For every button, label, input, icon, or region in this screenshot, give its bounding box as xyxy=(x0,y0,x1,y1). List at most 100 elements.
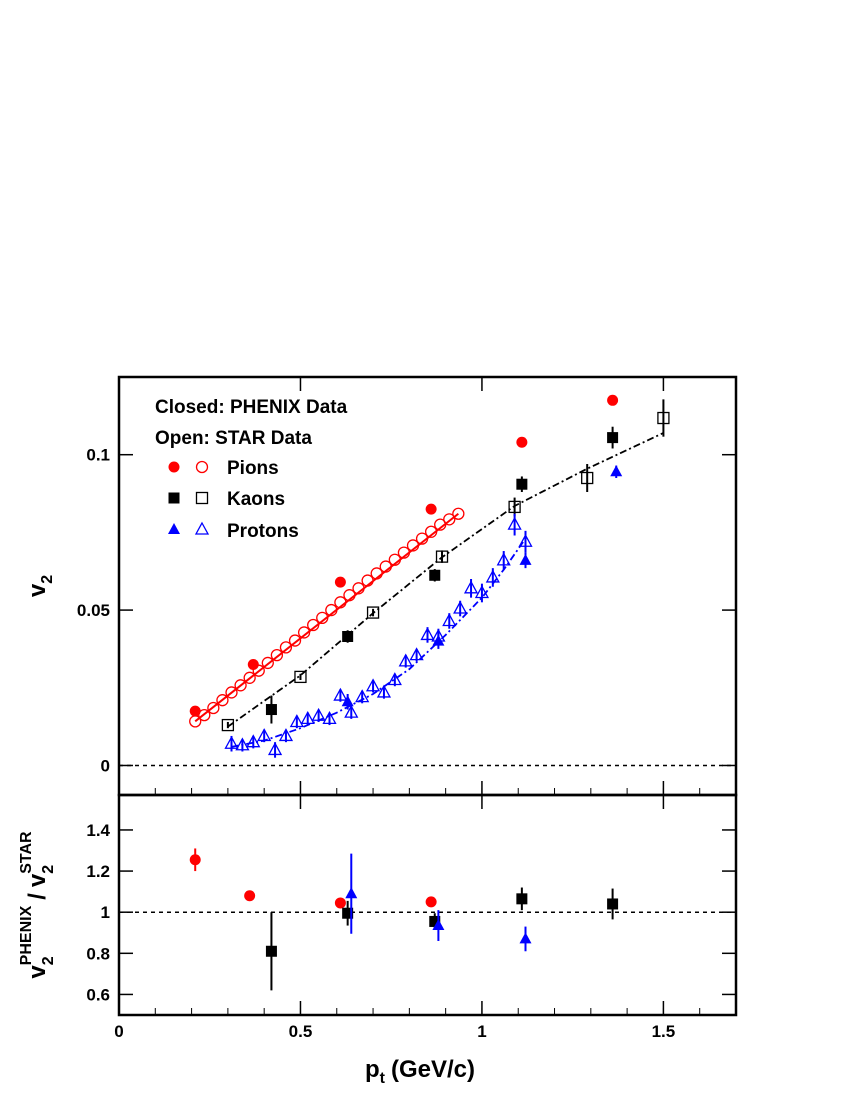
pions-star-point xyxy=(198,708,211,722)
kaons-star-point xyxy=(657,411,670,425)
protons-ratio-point xyxy=(519,932,532,944)
pions-phenix-point xyxy=(516,436,528,448)
legend-kaons-open-marker xyxy=(195,491,209,505)
protons-star-point xyxy=(453,600,468,614)
pions-star-point xyxy=(343,589,356,602)
legend-pions-label: Pions xyxy=(227,458,279,479)
ratio-num-sub: 2 xyxy=(40,956,57,965)
pions-star-point xyxy=(234,679,247,692)
pions-star-point xyxy=(325,603,338,617)
top-y-tick-label: 0 xyxy=(101,756,110,775)
bottom-x-tick-label: 1.5 xyxy=(652,1022,676,1041)
pions-star-point xyxy=(361,574,374,587)
legend-protons-closed-marker xyxy=(168,523,180,534)
pions-star-point xyxy=(252,664,265,677)
bottom-y-tick-label: 1.4 xyxy=(86,821,110,840)
kaons-phenix-point xyxy=(429,569,441,581)
protons-star-point xyxy=(257,728,272,742)
pions-fit-curve xyxy=(194,512,459,723)
kaons-star-point xyxy=(294,670,307,684)
pions-ratio-point xyxy=(425,896,437,908)
pions-star-point xyxy=(307,618,320,632)
protons-star-point xyxy=(235,737,250,751)
protons-star-point xyxy=(485,569,500,583)
pions-star-point xyxy=(406,539,420,552)
kaons-ratio-point xyxy=(342,907,354,919)
protons-star-point xyxy=(344,704,359,718)
kaons-star-point xyxy=(508,500,521,514)
pions-phenix-point xyxy=(247,658,259,670)
protons-star-point xyxy=(496,552,511,566)
protons-ratio-point xyxy=(345,887,358,899)
pions-phenix-point xyxy=(334,576,346,588)
pions-phenix-point xyxy=(425,503,437,515)
bottom-panel-frame xyxy=(117,793,738,1017)
top-y-tick-label: 0.1 xyxy=(86,446,110,465)
top-y-axis-title: v2 xyxy=(24,575,56,597)
protons-star-point xyxy=(398,653,413,667)
pions-star-point xyxy=(452,507,465,520)
kaons-ratio-point xyxy=(429,915,441,927)
pions-star-point xyxy=(297,626,311,639)
bottom-y-axis-title: v2PHENIX/v2STAR xyxy=(18,831,57,979)
pions-ratio-point xyxy=(334,897,346,909)
protons-fit-curve xyxy=(231,538,527,748)
kaons-star-point xyxy=(435,550,449,563)
pions-star-point xyxy=(288,634,302,647)
pions-star-point xyxy=(334,596,347,609)
protons-star-point xyxy=(474,585,490,599)
protons-phenix-point xyxy=(610,465,623,477)
legend-open-label: Open: STAR Data xyxy=(155,428,312,449)
legend-closed-label: Closed: PHENIX Data xyxy=(155,397,348,418)
protons-star-point xyxy=(518,533,533,547)
kaons-star-point xyxy=(581,471,594,485)
legend-protons-open-marker xyxy=(194,521,210,535)
legend-pions-closed-marker xyxy=(168,461,180,473)
pions-star-point xyxy=(397,546,411,559)
pions-star-point xyxy=(424,525,438,538)
kaons-star-point xyxy=(366,606,380,619)
pions-star-point xyxy=(388,553,401,566)
protons-star-point xyxy=(300,711,315,725)
protons-phenix-point xyxy=(519,553,532,565)
ratio-num-v: v xyxy=(24,965,51,979)
pions-phenix-point xyxy=(607,394,619,406)
protons-phenix-point xyxy=(341,695,354,707)
bottom-x-tick-label: 0 xyxy=(114,1022,123,1041)
protons-star-point xyxy=(311,707,326,721)
pions-star-point xyxy=(316,611,329,625)
kaons-phenix-point xyxy=(607,432,619,444)
legend-protons-label: Protons xyxy=(227,521,299,542)
protons-star-point xyxy=(322,711,337,725)
protons-star-point xyxy=(507,516,522,530)
bottom-y-tick-label: 0.6 xyxy=(86,985,110,1004)
ratio-den-sub: 2 xyxy=(40,865,57,874)
protons-star-point xyxy=(278,728,294,742)
bottom-x-tick-label: 1 xyxy=(477,1022,486,1041)
pions-star-point xyxy=(415,532,429,545)
kaons-ratio-point xyxy=(265,945,277,957)
pions-star-point xyxy=(379,560,392,573)
protons-star-point xyxy=(267,742,283,756)
bottom-panel: 0 0.5 1 1.5 0.6 0.8 1 1.2 1.4 xyxy=(86,793,738,1041)
ratio-separator: / xyxy=(24,893,51,900)
pions-star-point xyxy=(370,567,383,580)
pions-star-point xyxy=(279,641,293,654)
x-title-sub: t xyxy=(380,1070,386,1087)
pions-star-point xyxy=(261,656,274,670)
protons-star-point xyxy=(442,613,457,627)
pions-star-point xyxy=(352,582,365,595)
svg-text:v2PHENIX/v2STAR: v2PHENIX/v2STAR xyxy=(18,831,57,979)
kaons-phenix-point xyxy=(342,631,354,643)
kaons-star-point xyxy=(221,718,235,732)
pions-ratio-point xyxy=(244,890,256,902)
bottom-y-tick-label: 1.2 xyxy=(86,862,110,881)
ratio-den-sup: STAR xyxy=(18,831,35,874)
kaons-phenix-point xyxy=(265,704,277,716)
pions-star-point xyxy=(207,701,220,715)
protons-star-point xyxy=(224,735,239,749)
protons-star-point xyxy=(289,714,304,728)
protons-star-point xyxy=(463,580,479,594)
protons-star-point xyxy=(365,678,381,692)
